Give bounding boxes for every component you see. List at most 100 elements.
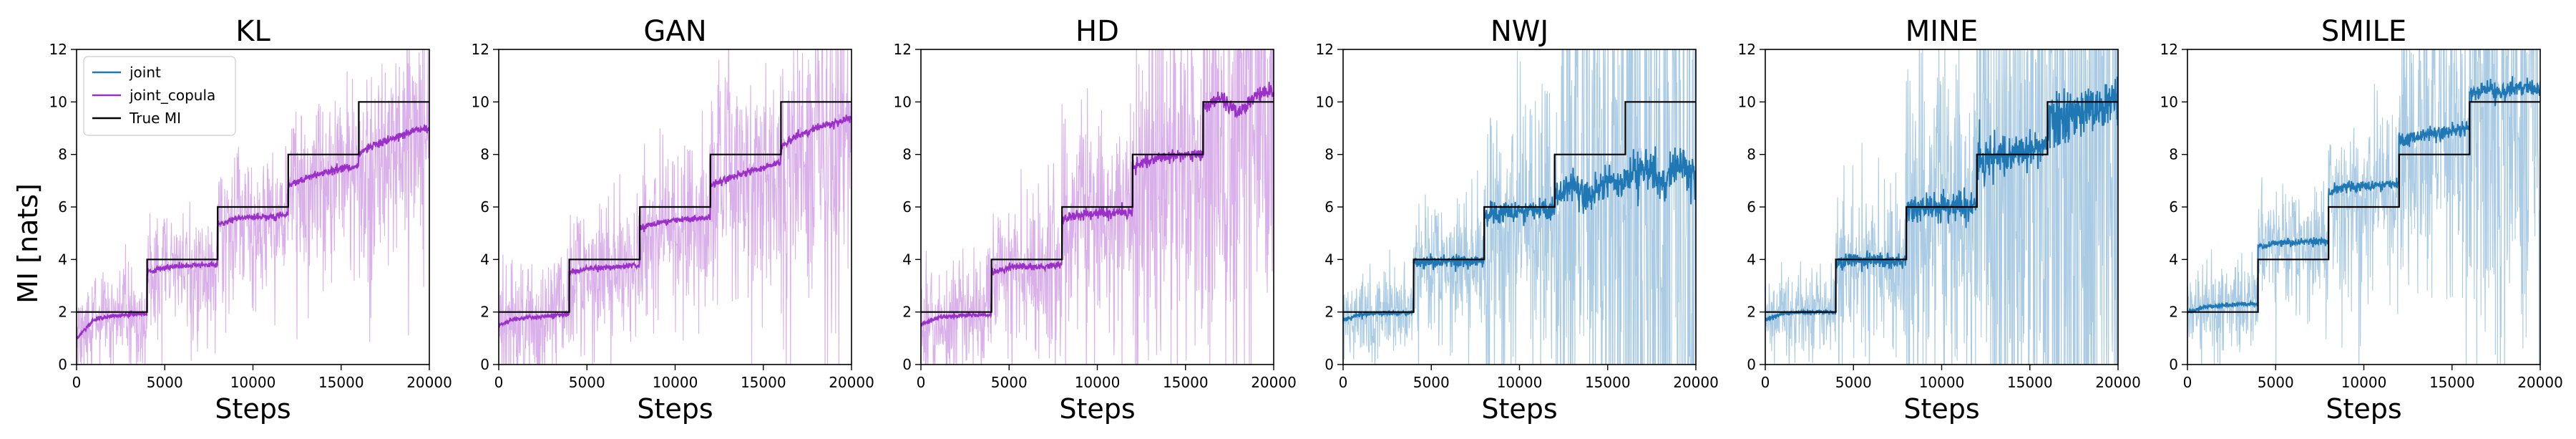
series-line-joint-copula bbox=[77, 124, 429, 339]
legend: joint joint_copula True MI bbox=[83, 56, 236, 136]
x-axis-label: Steps bbox=[1059, 393, 1135, 425]
y-tick-label: 2 bbox=[58, 304, 67, 321]
x-tick-label: 10000 bbox=[2341, 374, 2387, 391]
y-tick-label: 2 bbox=[1747, 304, 1756, 321]
x-tick-label: 10000 bbox=[1919, 374, 1965, 391]
panel-title: HD bbox=[1075, 15, 1119, 48]
x-tick-label: 15000 bbox=[2429, 374, 2475, 391]
legend-entry: True MI bbox=[129, 110, 181, 127]
y-tick-label: 12 bbox=[2160, 41, 2178, 58]
series-raw-joint-copula bbox=[499, 49, 852, 365]
x-tick-label: 10000 bbox=[1075, 374, 1121, 391]
y-tick-label: 6 bbox=[1747, 198, 1756, 216]
panel-title: SMILE bbox=[2321, 15, 2406, 48]
y-tick-label: 4 bbox=[1324, 251, 1334, 268]
x-tick-label: 5000 bbox=[2258, 374, 2294, 391]
panel-hd: 0 5000 10000 15000 20000 0 2 4 6 8 10 12 HD Steps bbox=[894, 15, 1297, 425]
x-tick-label: 0 bbox=[494, 374, 504, 391]
true-mi-line bbox=[499, 101, 852, 313]
y-tick-label: 4 bbox=[902, 251, 912, 268]
y-tick-label: 10 bbox=[472, 93, 489, 110]
true-mi-line bbox=[1765, 101, 2118, 313]
panel-title: GAN bbox=[643, 15, 706, 48]
y-tick-label: 6 bbox=[2169, 198, 2178, 216]
y-tick-label: 6 bbox=[58, 198, 67, 216]
x-tick-label: 15000 bbox=[1585, 374, 1631, 391]
y-tick-label: 12 bbox=[472, 41, 489, 58]
y-tick-label: 0 bbox=[2169, 356, 2178, 373]
panel-mine: 0 5000 10000 15000 20000 0 2 4 6 8 10 12 MINE Steps bbox=[1738, 15, 2141, 425]
panel-smile: 0 5000 10000 15000 20000 0 2 4 6 8 10 12 SMILE Steps bbox=[2160, 15, 2563, 425]
panel-kl: 0 5000 10000 15000 20000 0 2 4 6 8 10 12 KL Steps join… bbox=[49, 15, 452, 425]
x-tick-label: 20000 bbox=[829, 374, 874, 391]
true-mi-line bbox=[921, 101, 1274, 313]
series-raw-joint bbox=[1343, 49, 1696, 365]
y-tick-label: 0 bbox=[480, 356, 489, 373]
x-tick-label: 15000 bbox=[741, 374, 786, 391]
y-tick-label: 12 bbox=[1316, 41, 1334, 58]
y-tick-label: 4 bbox=[58, 251, 67, 268]
plot-area bbox=[1343, 49, 1696, 365]
y-tick-label: 2 bbox=[1324, 304, 1334, 321]
plot-area bbox=[921, 49, 1274, 365]
panel-title: NWJ bbox=[1491, 15, 1548, 48]
series-line-joint-copula bbox=[499, 115, 852, 328]
x-tick-label: 5000 bbox=[1413, 374, 1450, 391]
x-tick-label: 0 bbox=[1761, 374, 1770, 391]
x-tick-label: 5000 bbox=[147, 374, 183, 391]
y-tick-label: 4 bbox=[2169, 251, 2178, 268]
y-tick-label: 6 bbox=[1324, 198, 1334, 216]
legend-entry: joint bbox=[129, 64, 161, 81]
plot-area bbox=[2187, 49, 2540, 365]
legend-entry: joint_copula bbox=[129, 87, 215, 104]
plot-area bbox=[499, 49, 852, 365]
y-tick-label: 2 bbox=[480, 304, 489, 321]
y-tick-label: 8 bbox=[902, 146, 912, 163]
y-tick-label: 0 bbox=[902, 356, 912, 373]
x-tick-label: 20000 bbox=[2095, 374, 2141, 391]
x-tick-label: 0 bbox=[2183, 374, 2192, 391]
x-tick-label: 0 bbox=[917, 374, 926, 391]
x-tick-label: 20000 bbox=[1251, 374, 1297, 391]
y-tick-label: 12 bbox=[1738, 41, 1756, 58]
x-tick-label: 10000 bbox=[1497, 374, 1543, 391]
x-tick-label: 15000 bbox=[2007, 374, 2053, 391]
x-tick-label: 15000 bbox=[1163, 374, 1209, 391]
x-tick-label: 20000 bbox=[1673, 374, 1719, 391]
y-tick-label: 6 bbox=[480, 198, 489, 216]
x-tick-label: 5000 bbox=[991, 374, 1028, 391]
y-tick-label: 8 bbox=[58, 146, 67, 163]
x-tick-label: 5000 bbox=[569, 374, 605, 391]
y-tick-label: 6 bbox=[902, 198, 912, 216]
panel-title: MINE bbox=[1906, 15, 1979, 48]
panel-gan: 0 5000 10000 15000 20000 0 2 4 6 8 10 12 GAN Steps bbox=[472, 15, 874, 425]
panel-title: KL bbox=[235, 15, 270, 48]
y-tick-label: 10 bbox=[1316, 93, 1334, 110]
x-axis-label: Steps bbox=[1903, 393, 1979, 425]
x-axis-label: Steps bbox=[637, 393, 713, 425]
y-tick-label: 8 bbox=[2169, 146, 2178, 163]
y-tick-label: 2 bbox=[2169, 304, 2178, 321]
series-line-joint bbox=[2187, 76, 2540, 316]
y-tick-label: 8 bbox=[1324, 146, 1334, 163]
x-axis-label: Steps bbox=[1481, 393, 1557, 425]
plot-area bbox=[1765, 49, 2118, 365]
y-tick-label: 10 bbox=[1738, 93, 1756, 110]
x-tick-label: 0 bbox=[72, 374, 82, 391]
true-mi-line bbox=[2187, 101, 2540, 313]
series-raw-joint bbox=[2187, 49, 2540, 365]
series-raw-joint-copula bbox=[921, 49, 1274, 365]
y-tick-label: 4 bbox=[480, 251, 489, 268]
true-mi-line bbox=[1343, 101, 1696, 313]
y-tick-label: 4 bbox=[1747, 251, 1756, 268]
x-axis-label: Steps bbox=[2326, 393, 2401, 425]
y-tick-label: 10 bbox=[894, 93, 912, 110]
x-tick-label: 10000 bbox=[230, 374, 276, 391]
y-axis-label: MI [nats] bbox=[12, 183, 44, 304]
y-tick-label: 12 bbox=[894, 41, 912, 58]
y-tick-label: 12 bbox=[49, 41, 67, 58]
y-tick-label: 0 bbox=[1747, 356, 1756, 373]
x-tick-label: 20000 bbox=[2517, 374, 2563, 391]
